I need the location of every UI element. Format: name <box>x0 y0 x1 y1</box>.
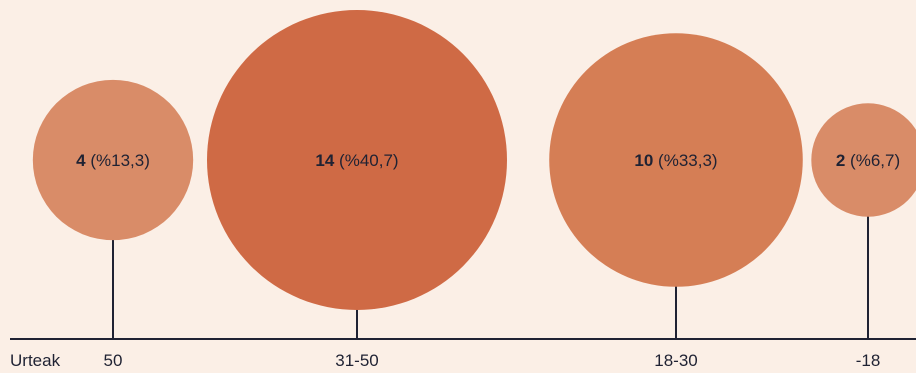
bubble <box>32 79 194 241</box>
bubble <box>207 10 507 310</box>
bubble <box>811 103 916 217</box>
bubble <box>549 33 803 287</box>
data-label: 14 (%40,7) <box>315 151 398 170</box>
data-label-count: 4 <box>76 151 86 170</box>
data-label-percent: (%40,7) <box>334 151 398 170</box>
data-label-percent: (%6,7) <box>845 151 900 170</box>
data-label-count: 10 <box>634 151 653 170</box>
data-label: 2 (%6,7) <box>836 151 900 170</box>
axis-label: Urteak <box>10 351 61 370</box>
tick-label: 50 <box>104 351 123 370</box>
tick-label: 18-30 <box>654 351 697 370</box>
data-label-percent: (%13,3) <box>86 151 150 170</box>
tick-label: -18 <box>856 351 881 370</box>
data-label: 4 (%13,3) <box>76 151 150 170</box>
data-label-percent: (%33,3) <box>653 151 717 170</box>
data-label-count: 14 <box>315 151 334 170</box>
data-label: 10 (%33,3) <box>634 151 717 170</box>
tick-label: 31-50 <box>335 351 378 370</box>
data-label-count: 2 <box>836 151 845 170</box>
